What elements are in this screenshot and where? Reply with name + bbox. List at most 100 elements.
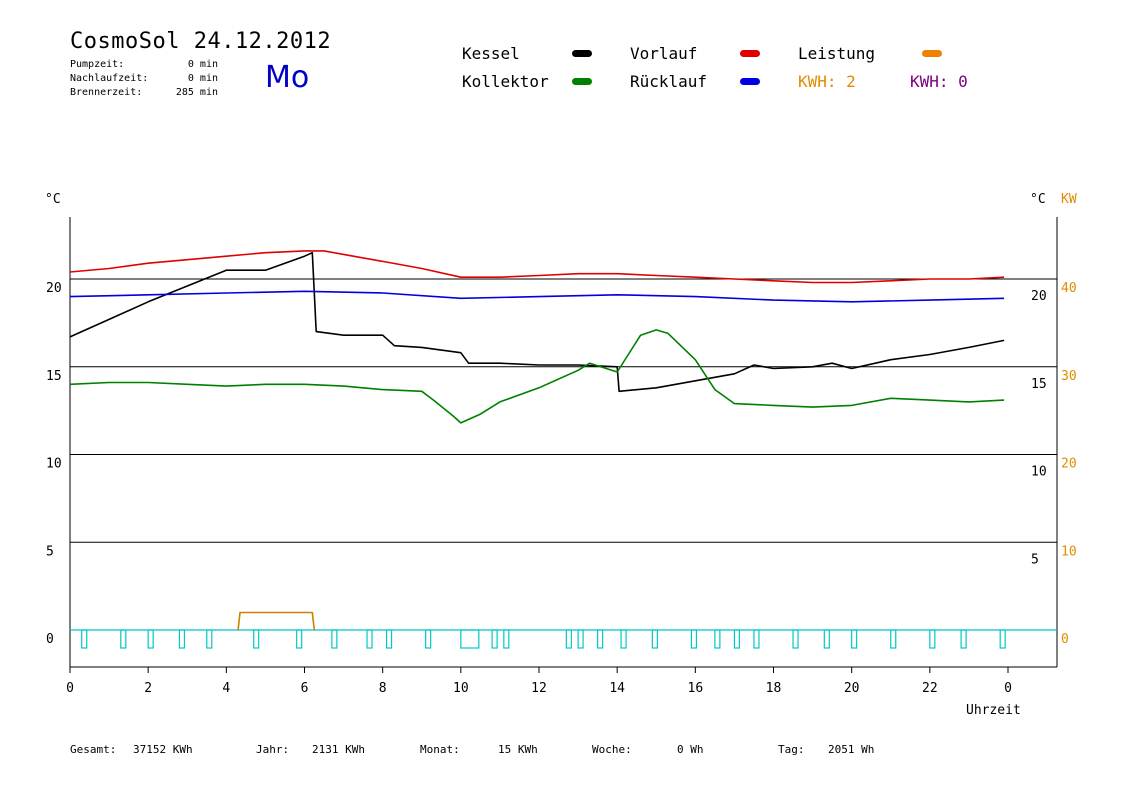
y-kw-tick-label: 0: [1061, 632, 1069, 647]
legend-kollektor-swatch: [572, 78, 592, 85]
y-left-tick-label: 15: [46, 369, 62, 384]
brennerzeit-label: Brennerzeit:: [70, 87, 143, 98]
pumpzeit-value: 0 min: [187, 59, 218, 70]
x-tick-label: 6: [301, 681, 309, 696]
x-tick-label: 2: [144, 681, 152, 696]
tag-label: Tag:: [778, 743, 805, 756]
brennerzeit-value: 285 min: [175, 87, 218, 98]
pumpe-pulse: [823, 629, 830, 649]
kwh-secondary-value: KWH: 0: [910, 72, 968, 91]
pumpe-pulse: [460, 629, 480, 649]
axes: [69, 217, 1058, 673]
pumpe-pulse: [714, 629, 721, 649]
x-tick-label: 22: [922, 681, 938, 696]
y-kw-tick-label: 10: [1061, 544, 1077, 559]
pumpe-pulse: [960, 629, 967, 649]
y-right-tick-label: 15: [1031, 377, 1047, 392]
pumpe-pulse: [690, 629, 698, 649]
x-tick-label: 0: [66, 681, 74, 696]
gesamt-value: 37152 KWh: [133, 743, 193, 756]
pumpe-pulse: [81, 629, 88, 649]
x-tick-label: 0: [1004, 681, 1012, 696]
nachlaufzeit-label: Nachlaufzeit:: [70, 73, 149, 84]
weekday-label: Mo: [265, 60, 310, 95]
pumpe-pulse: [792, 629, 799, 649]
series-group: [69, 250, 1057, 649]
jahr-label: Jahr:: [256, 743, 290, 756]
pumpe-pulse: [178, 629, 186, 649]
tick-labels: 0 2 4 6 8 10 12 14 16 18 20 22 0 0 5 10 15 20 5 10 15 20 0 10 20…: [46, 281, 1077, 696]
x-tick-label: 20: [844, 681, 860, 696]
legend-kollektor-label: Kollektor: [462, 72, 549, 91]
pumpe-pulse: [425, 629, 432, 649]
x-tick-label: 12: [531, 681, 547, 696]
x-tick-label: 18: [766, 681, 782, 696]
pumpe-pulse: [651, 629, 658, 649]
monat-value: 15 KWh: [498, 743, 538, 756]
gesamt-label: Gesamt:: [70, 743, 117, 756]
pumpe-pulse: [929, 629, 936, 649]
tag-value: 2051 Wh: [828, 743, 875, 756]
y-left-tick-label: 0: [46, 632, 54, 647]
kwh-leistung-value: KWH: 2: [798, 72, 856, 91]
series-kessel: [69, 251, 1005, 393]
x-tick-label: 16: [688, 681, 704, 696]
pumpzeit-label: Pumpzeit:: [70, 59, 125, 70]
pumpe-pulse: [577, 629, 584, 649]
legend-vorlauf-swatch: [740, 50, 760, 57]
pumpe-pulse: [753, 629, 760, 649]
legend-ruecklauf-swatch: [740, 78, 760, 85]
pumpe-pulse: [733, 629, 741, 649]
pumpe-pulse: [366, 629, 373, 649]
series-vorlauf: [69, 250, 1005, 284]
legend-leistung-swatch: [922, 50, 942, 57]
grid-lines: [70, 278, 1057, 631]
pumpe-pulse: [851, 629, 858, 649]
legend-ruecklauf-label: Rücklauf: [630, 72, 708, 91]
pumpe-pulse: [597, 629, 604, 649]
pumpe-pulse: [890, 629, 897, 649]
pumpe-pulse: [503, 629, 510, 649]
jahr-value: 2131 KWh: [312, 743, 365, 756]
pumpe-pulse: [999, 629, 1006, 649]
x-tick-label: 4: [222, 681, 230, 696]
x-tick-label: 14: [609, 681, 625, 696]
woche-label: Woche:: [592, 743, 632, 756]
legend-kessel-swatch: [572, 50, 592, 57]
series-leistung: [237, 611, 316, 631]
y-kw-tick-label: 20: [1061, 457, 1077, 472]
pumpe-pulse: [565, 629, 572, 649]
pumpe-pulse: [147, 629, 154, 649]
woche-value: 0 Wh: [677, 743, 704, 756]
y-right-tick-label: 10: [1031, 465, 1047, 480]
y-kw-tick-label: 40: [1061, 281, 1077, 296]
x-tick-label: 10: [453, 681, 469, 696]
pumpe-pulse: [206, 629, 213, 649]
y-axis-right-label: °C: [1030, 192, 1046, 207]
series-kollektor: [69, 329, 1005, 424]
pumpe-pulse: [253, 629, 260, 649]
y-axis-kw-label: KW: [1061, 192, 1077, 207]
y-left-tick-label: 10: [46, 457, 62, 472]
y-left-tick-label: 5: [46, 544, 54, 559]
y-kw-tick-label: 30: [1061, 369, 1077, 384]
monat-label: Monat:: [420, 743, 460, 756]
x-axis-label: Uhrzeit: [966, 703, 1021, 718]
series-ruecklauf: [69, 290, 1005, 303]
y-left-tick-label: 20: [46, 281, 62, 296]
pumpe-pulse: [331, 629, 338, 649]
pumpe-pulse: [491, 629, 498, 649]
pumpe-pulse: [620, 629, 627, 649]
pumpe-pulse: [120, 629, 127, 649]
pumpe-pulse: [385, 629, 393, 649]
pumpe-pulse: [296, 629, 303, 649]
legend-kessel-label: Kessel: [462, 44, 520, 63]
legend-leistung-label: Leistung: [798, 44, 876, 63]
y-axis-left-label: °C: [45, 192, 61, 207]
y-right-tick-label: 5: [1031, 552, 1039, 567]
nachlaufzeit-value: 0 min: [187, 73, 218, 84]
y-right-tick-label: 20: [1031, 289, 1047, 304]
x-tick-label: 8: [379, 681, 387, 696]
chart-title: CosmoSol 24.12.2012: [70, 29, 332, 54]
